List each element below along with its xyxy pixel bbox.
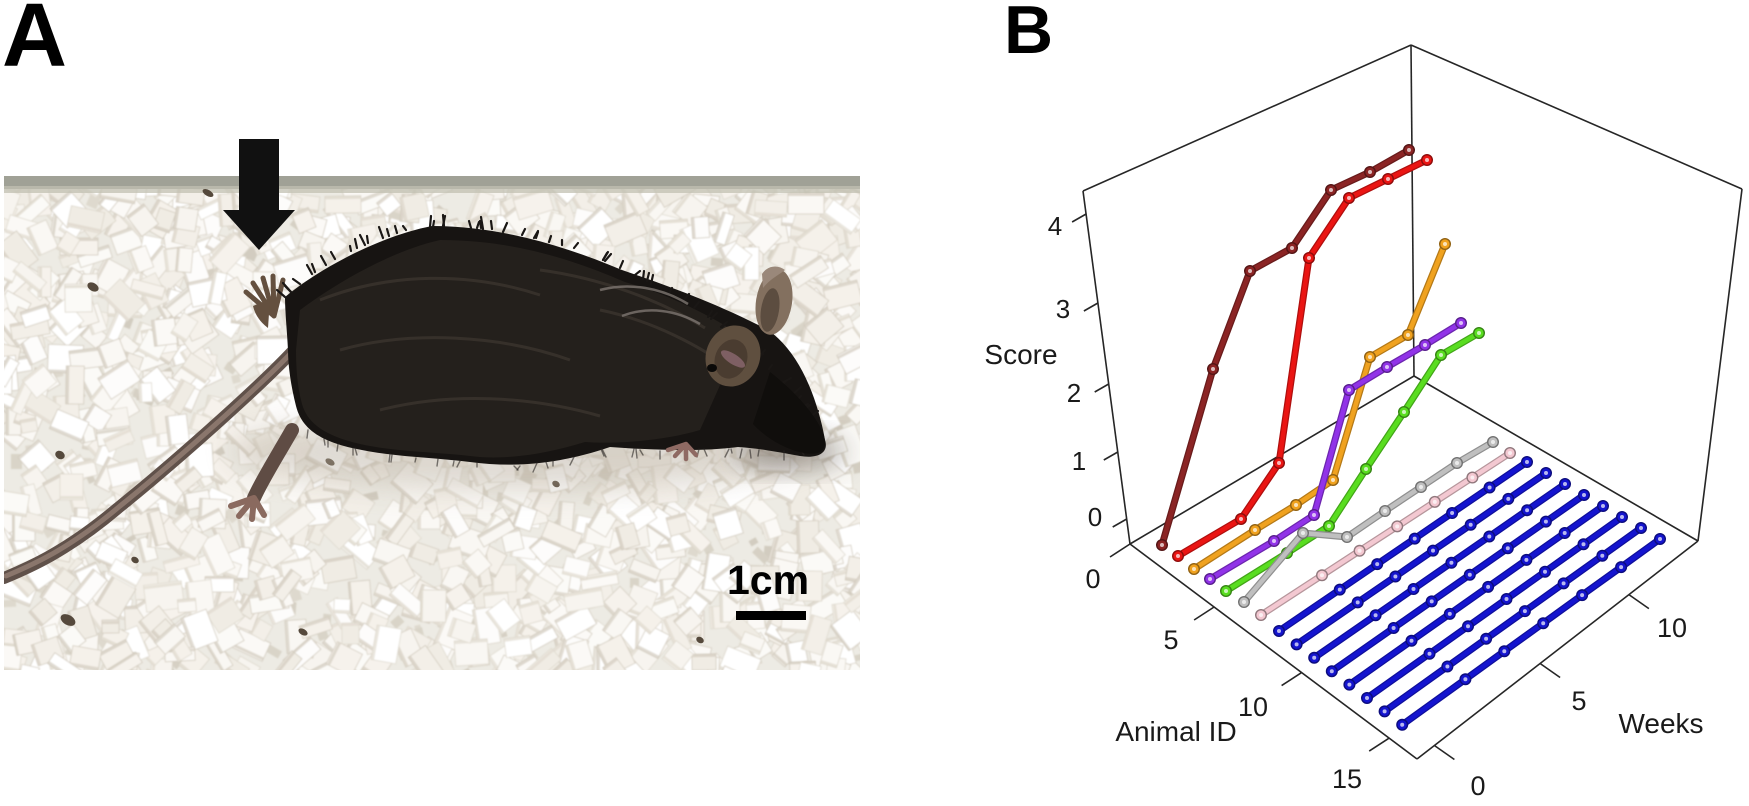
svg-text:0: 0 [1470,771,1485,801]
svg-text:Weeks: Weeks [1618,708,1703,739]
svg-text:10: 10 [1238,692,1268,722]
svg-text:2: 2 [1067,378,1081,408]
svg-text:5: 5 [1571,686,1586,716]
svg-text:1: 1 [1072,446,1086,476]
svg-text:5: 5 [1163,625,1178,655]
svg-text:4: 4 [1048,211,1062,241]
svg-text:3: 3 [1056,294,1070,324]
svg-text:Score: Score [984,339,1057,370]
svg-text:15: 15 [1332,764,1362,794]
svg-text:10: 10 [1657,613,1687,643]
svg-text:0: 0 [1085,564,1100,594]
svg-text:A: A [2,0,67,86]
svg-text:B: B [1004,0,1053,68]
svg-text:Animal ID: Animal ID [1115,716,1236,747]
svg-text:0: 0 [1088,502,1102,532]
svg-text:1cm: 1cm [727,557,809,603]
